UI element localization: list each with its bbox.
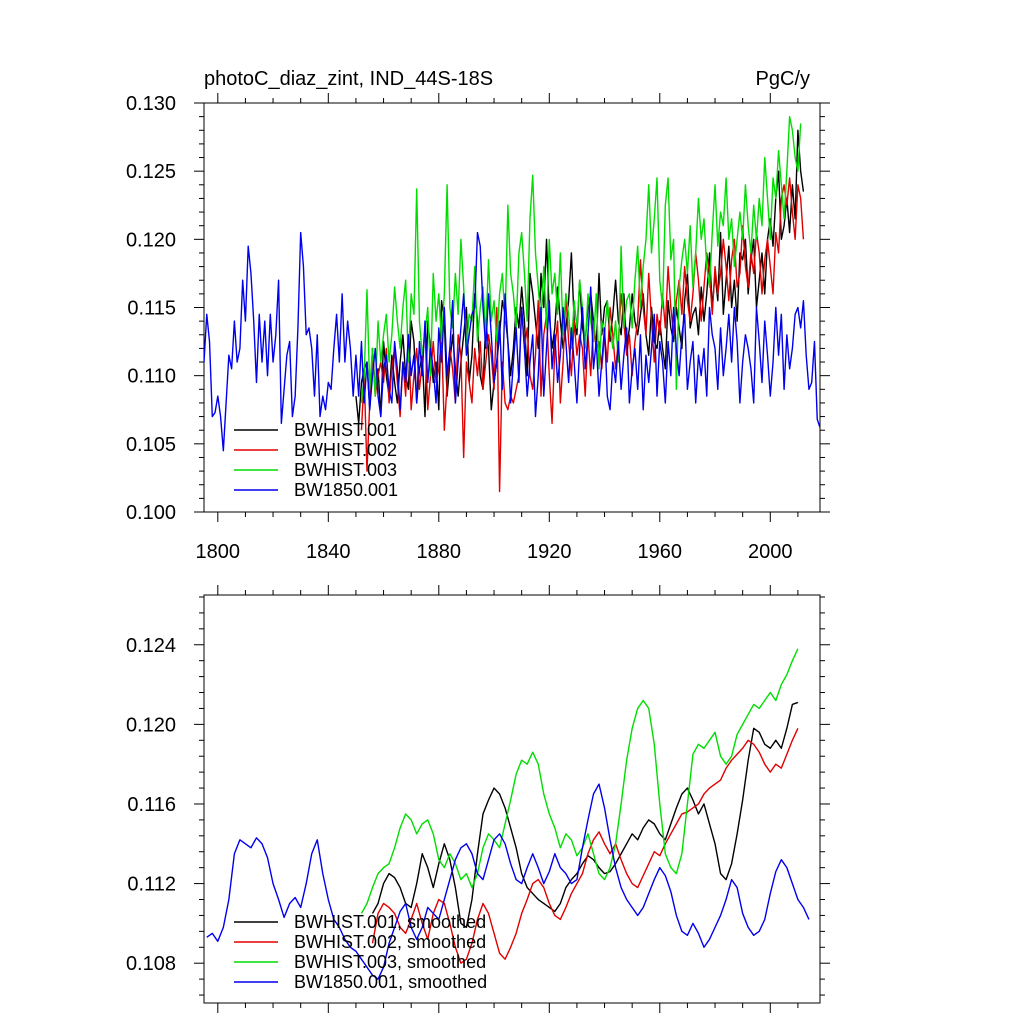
y-tick-label: 0.100 [126,502,176,524]
legend-label-4: BW1850.001, smoothed [294,972,487,992]
legend-label-4: BW1850.001 [294,480,398,500]
series-line-1 [371,701,799,929]
y-tick-label: 0.124 [126,635,176,657]
x-tick-label: 1840 [306,541,351,563]
legend-label-3: BWHIST.003 [294,460,397,480]
y-tick-label: 0.130 [126,93,176,115]
x-tick-label: 1880 [417,541,462,563]
legend-label-2: BWHIST.002 [294,440,397,460]
y-tick-label: 0.125 [126,161,176,183]
legend-label-1: BWHIST.001, smoothed [294,912,486,932]
legend-label-1: BWHIST.001 [294,420,397,440]
chart-title: photoC_diaz_zint, IND_44S-18S [204,68,493,90]
plot-area [204,115,820,493]
chart-units: PgC/y [756,68,810,90]
series-line-3 [360,115,802,404]
bottom-panel: 0.108 0.112 0.116 0.120 0.124 BWHIST.001, smo… [126,585,830,1013]
x-tick-label: 1920 [527,541,572,563]
legend-label-2: BWHIST.002, smoothed [294,932,486,952]
y-tick-label: 0.115 [127,298,176,320]
plot-frame [203,594,821,1004]
y-tick-label: 0.120 [126,229,176,251]
y-tick-label: 0.105 [126,434,176,456]
x-tick-label: 1960 [638,541,683,563]
series-line-4 [204,231,820,452]
y-tick-label: 0.110 [127,366,176,388]
top-panel: 1800 1840 1880 1920 1960 2000 0.100 0.105 0.110 0… [126,68,830,563]
series-line-4 [206,783,810,980]
y-tick-label: 0.108 [126,953,176,975]
y-tick-label: 0.116 [127,794,176,816]
series-line-3 [360,648,799,914]
x-tick-label: 1800 [196,541,241,563]
legend-label-3: BWHIST.003, smoothed [294,952,486,972]
y-tick-label: 0.120 [126,714,176,736]
y-tick-label: 0.112 [127,874,176,896]
x-tick-label: 2000 [748,541,793,563]
plot-area [206,648,810,980]
series-line-2 [360,177,805,493]
